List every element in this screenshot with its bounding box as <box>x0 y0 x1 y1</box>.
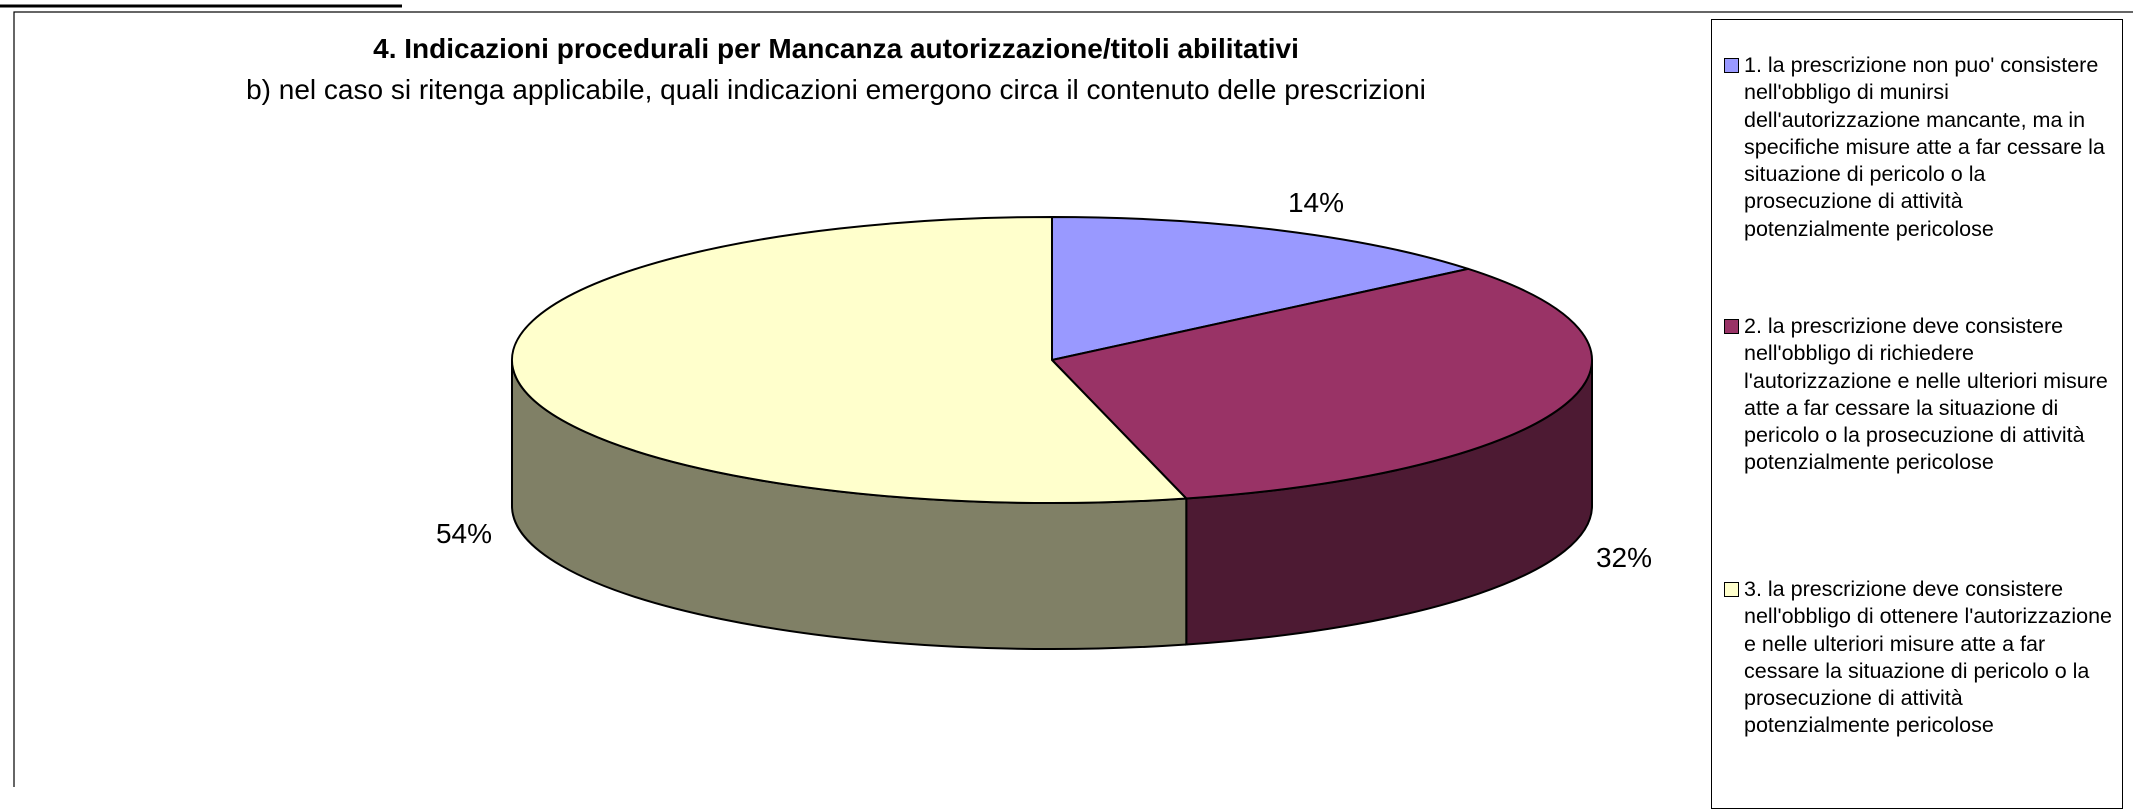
legend: 1. la prescrizione non puo' consistere n… <box>1711 19 2123 809</box>
chart-frame <box>13 11 2133 787</box>
data-label: 32% <box>1596 542 1652 573</box>
pie-slice <box>1051 267 1593 500</box>
page: {"chart_data": { "type": "pie3d", "title… <box>0 4 2133 809</box>
legend-swatch <box>1724 582 1739 597</box>
chart: 4. Indicazioni procedurali per Mancanza … <box>0 4 2133 787</box>
legend-swatch <box>1724 58 1739 73</box>
legend-label: 2. la prescrizione deve consistere nell'… <box>1744 314 2108 475</box>
data-label: 14% <box>1288 187 1344 218</box>
pie-slice <box>510 216 1188 504</box>
chart-title: 4. Indicazioni procedurali per Mancanza … <box>373 33 1299 64</box>
legend-label: 3. la prescrizione deve consistere nell'… <box>1744 577 2112 738</box>
legend-entry: 2. la prescrizione deve consistere nell'… <box>1722 313 2114 477</box>
legend-entry: 1. la prescrizione non puo' consistere n… <box>1722 52 2114 243</box>
legend-swatch <box>1724 319 1739 334</box>
chart-subtitle: b) nel caso si ritenga applicabile, qual… <box>246 74 1426 105</box>
pie: 14% 32% 54% <box>436 187 1652 650</box>
data-label: 54% <box>436 518 492 549</box>
legend-entry: 3. la prescrizione deve consistere nell'… <box>1722 576 2114 740</box>
legend-label: 1. la prescrizione non puo' consistere n… <box>1744 53 2105 241</box>
pie-slice <box>1051 216 1470 361</box>
